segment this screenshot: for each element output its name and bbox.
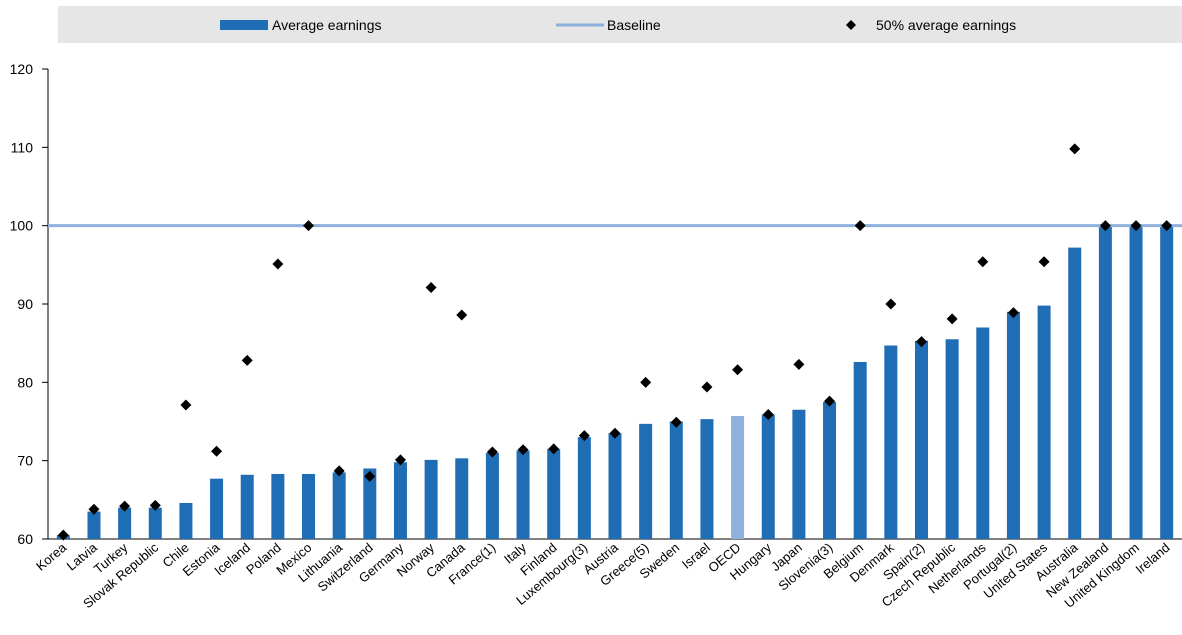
marker-luxembourg-3: [578, 430, 590, 442]
bar-lithuania: [332, 472, 346, 539]
marker-lithuania: [333, 465, 345, 477]
y-tick-label: 80: [17, 374, 33, 390]
x-tick-label-ireland: Ireland: [1133, 540, 1173, 577]
bar-new-zealand: [1098, 225, 1112, 539]
legend-label-baseline: Baseline: [607, 17, 661, 33]
marker-greece-5: [640, 376, 652, 388]
bar-switzerland: [363, 468, 377, 539]
bar-oecd: [731, 416, 745, 539]
marker-czech-republic: [946, 313, 958, 325]
marker-israel: [701, 381, 713, 393]
legend: Average earnings Baseline 50% average ea…: [58, 6, 1182, 43]
bars: [56, 225, 1174, 539]
y-tick-label: 100: [10, 218, 34, 234]
marker-australia: [1069, 143, 1081, 155]
marker-switzerland: [364, 470, 376, 482]
bar-portugal-2: [1006, 311, 1020, 539]
bar-sweden: [669, 421, 683, 539]
bar-norway: [424, 459, 438, 539]
y-tick-label: 60: [17, 531, 33, 547]
legend-label-50pct: 50% average earnings: [876, 17, 1016, 33]
marker-spain-2: [915, 336, 927, 348]
bar-japan: [792, 409, 806, 539]
marker-oecd: [732, 364, 744, 376]
marker-ireland: [1161, 220, 1173, 232]
marker-latvia: [88, 503, 100, 515]
legend-swatch-50pct-marker: [846, 20, 856, 30]
marker-estonia: [211, 445, 223, 457]
marker-france-1: [486, 446, 498, 458]
marker-portugal-2: [1007, 307, 1019, 319]
bar-mexico: [302, 473, 316, 539]
bar-slovak-republic: [148, 507, 162, 539]
y-tick-label: 70: [17, 453, 33, 469]
marker-slovak-republic: [149, 499, 161, 511]
bar-latvia: [87, 511, 101, 539]
bar-united-kingdom: [1129, 225, 1143, 539]
legend-swatch-average-earnings: [220, 20, 268, 30]
bar-czech-republic: [945, 339, 959, 539]
bar-netherlands: [976, 327, 990, 539]
marker-hungary: [762, 408, 774, 420]
marker-norway: [425, 282, 437, 294]
marker-slovenia-3: [824, 395, 836, 407]
marker-germany: [394, 454, 406, 466]
bar-denmark: [884, 345, 898, 539]
bar-estonia: [210, 478, 224, 539]
bar-canada: [455, 458, 469, 539]
bar-germany: [393, 462, 407, 539]
bar-france-1: [485, 452, 499, 539]
bar-united-states: [1037, 305, 1051, 539]
marker-korea: [57, 529, 69, 541]
marker-chile: [180, 399, 192, 411]
marker-canada: [456, 309, 468, 321]
bar-greece-5: [639, 423, 653, 539]
marker-mexico: [303, 220, 315, 232]
y-ticks: 60 70 80 90 100 110 120: [10, 61, 48, 547]
bar-turkey: [118, 507, 132, 539]
marker-finland: [548, 443, 560, 455]
legend-label-average-earnings: Average earnings: [272, 17, 381, 33]
marker-united-states: [1038, 256, 1050, 268]
bar-poland: [271, 473, 285, 539]
bar-luxembourg-3: [577, 437, 591, 539]
bar-spain-2: [914, 340, 928, 539]
marker-united-kingdom: [1130, 220, 1142, 232]
bar-ireland: [1160, 225, 1174, 539]
marker-denmark: [885, 298, 897, 310]
marker-poland: [272, 258, 284, 270]
marker-turkey: [119, 500, 131, 512]
marker-japan: [793, 358, 805, 370]
marker-netherlands: [977, 256, 989, 268]
bar-hungary: [761, 414, 775, 539]
bar-finland: [547, 448, 561, 539]
y-tick-label: 120: [10, 61, 34, 77]
bar-chile: [179, 502, 193, 539]
marker-sweden: [670, 416, 682, 428]
marker-italy: [517, 444, 529, 456]
marker-belgium: [854, 220, 866, 232]
bar-israel: [700, 419, 714, 539]
bar-austria: [608, 433, 622, 539]
bar-italy: [516, 450, 530, 539]
bar-australia: [1068, 247, 1082, 539]
marker-new-zealand: [1099, 220, 1111, 232]
bar-slovenia-3: [823, 401, 837, 539]
y-tick-label: 110: [11, 139, 34, 155]
bar-iceland: [240, 474, 254, 539]
y-tick-label: 90: [17, 296, 33, 312]
marker-iceland: [241, 354, 253, 366]
marker-austria: [609, 427, 621, 439]
x-tick-label-korea: Korea: [33, 539, 70, 573]
markers: [57, 143, 1173, 541]
bar-belgium: [853, 361, 867, 539]
